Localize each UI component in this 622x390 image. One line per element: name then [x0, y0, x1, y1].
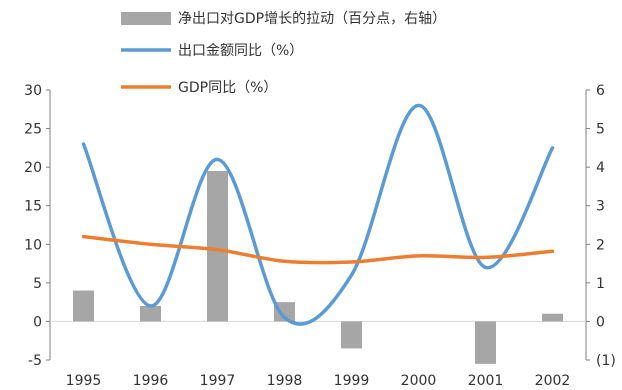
legend-swatch-bar: [121, 12, 171, 25]
left-tick-label: 5: [33, 276, 42, 292]
left-tick-label: 0: [33, 314, 42, 330]
left-tick-label: 20: [24, 160, 42, 176]
right-tick-label: (1): [596, 353, 616, 369]
bar-net-export: [341, 321, 362, 348]
right-tick-label: 0: [596, 314, 605, 330]
legend: 净出口对GDP增长的拉动（百分点，右轴） 出口金额同比（%） GDP同比（%）: [121, 11, 446, 96]
x-tick-label: 1997: [200, 373, 236, 389]
legend-label: 出口金额同比（%）: [178, 43, 303, 59]
left-tick-label: 25: [24, 122, 42, 138]
bar-net-export: [207, 171, 228, 321]
legend-label: GDP同比（%）: [178, 80, 277, 96]
left-tick-label: 10: [24, 237, 42, 253]
right-tick-label: 3: [596, 199, 605, 215]
left-tick-label: 15: [24, 199, 42, 215]
line-export-yoy: [84, 105, 553, 324]
bar-net-export: [73, 291, 94, 322]
left-tick-label: -5: [28, 353, 42, 369]
x-tick-label: 1996: [133, 373, 169, 389]
x-tick-label: 1998: [267, 373, 303, 389]
right-tick-label: 2: [596, 237, 605, 253]
bar-net-export: [542, 314, 563, 322]
line-gdp-yoy: [84, 237, 553, 263]
legend-label: 净出口对GDP增长的拉动（百分点，右轴）: [178, 11, 446, 27]
x-tick-label: 1999: [334, 373, 370, 389]
bar-net-export: [475, 321, 496, 363]
legend-item-net-export: 净出口对GDP增长的拉动（百分点，右轴）: [121, 11, 446, 27]
right-tick-label: 5: [596, 122, 605, 138]
x-tick-label: 1995: [66, 373, 102, 389]
bar-net-export: [140, 306, 161, 321]
x-tick-label: 2001: [468, 373, 504, 389]
left-tick-label: 30: [24, 83, 42, 99]
x-tick-label: 2000: [401, 373, 437, 389]
legend-item-export-yoy: 出口金额同比（%）: [121, 43, 303, 59]
lines: [84, 105, 553, 324]
right-tick-label: 4: [596, 160, 605, 176]
legend-item-gdp-yoy: GDP同比（%）: [121, 80, 277, 96]
right-tick-label: 6: [596, 83, 605, 99]
right-tick-label: 1: [596, 276, 605, 292]
x-tick-label: 2002: [535, 373, 571, 389]
